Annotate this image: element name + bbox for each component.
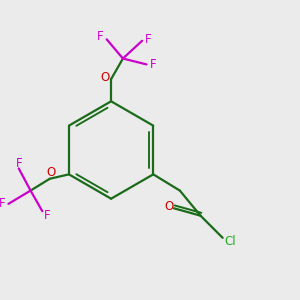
Text: F: F xyxy=(150,58,156,71)
Text: F: F xyxy=(44,209,51,222)
Text: O: O xyxy=(164,200,173,213)
Text: O: O xyxy=(46,166,56,179)
Text: O: O xyxy=(100,71,110,84)
Text: F: F xyxy=(0,197,5,210)
Text: F: F xyxy=(15,157,22,169)
Text: F: F xyxy=(97,31,104,44)
Text: Cl: Cl xyxy=(224,235,236,248)
Text: F: F xyxy=(145,33,152,46)
